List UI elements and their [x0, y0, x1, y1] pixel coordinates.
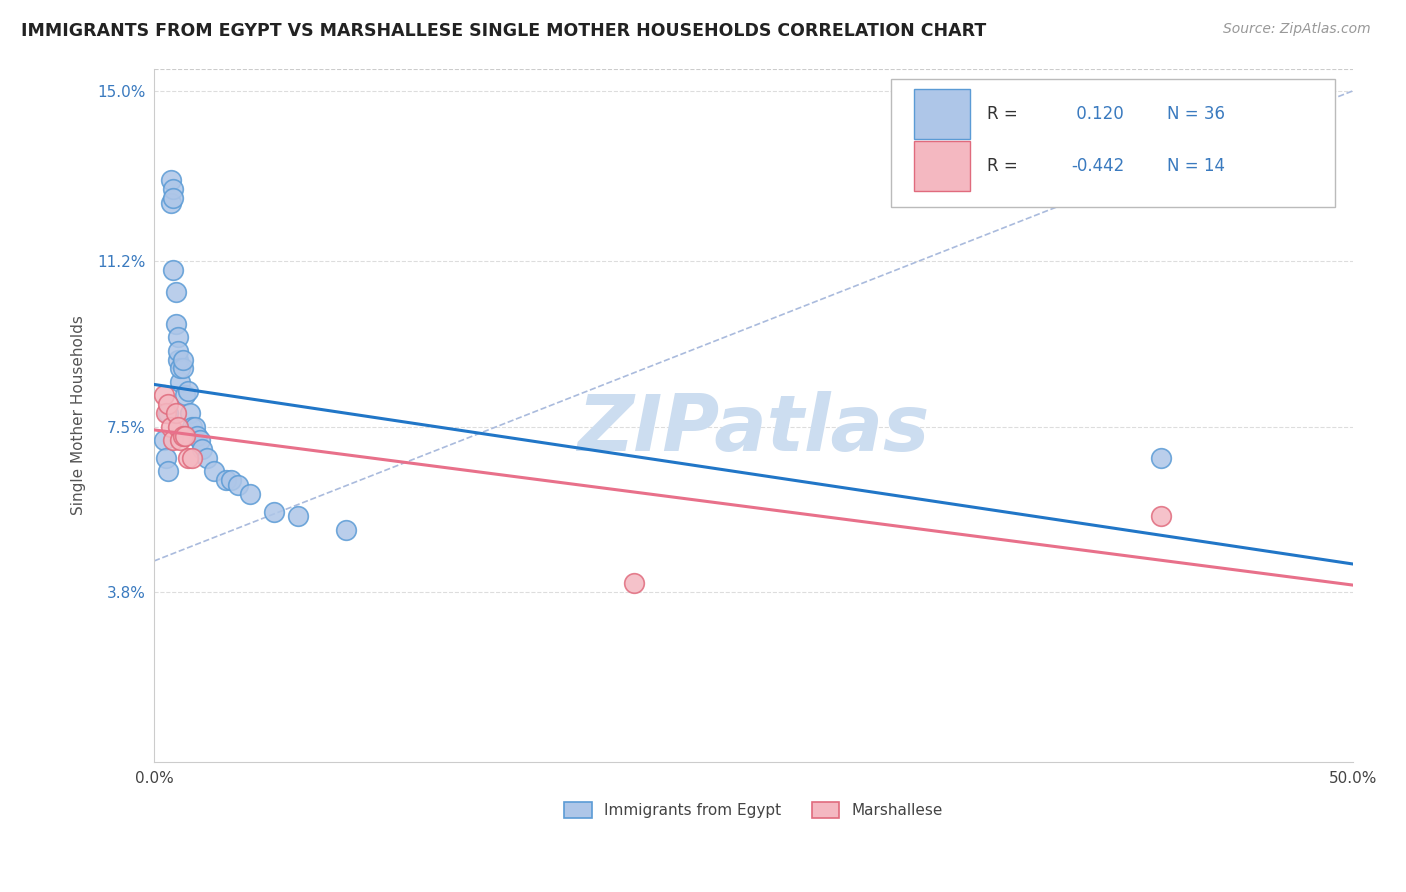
Point [167, 343, 190, 358]
Point [165, 285, 187, 300]
Text: ZIPatlas: ZIPatlas [578, 392, 929, 467]
Text: Source: ZipAtlas.com: Source: ZipAtlas.com [1223, 22, 1371, 37]
Text: IMMIGRANTS FROM EGYPT VS MARSHALLESE SINGLE MOTHER HOUSEHOLDS CORRELATION CHART: IMMIGRANTS FROM EGYPT VS MARSHALLESE SIN… [21, 22, 987, 40]
Point [176, 450, 198, 465]
Legend: Immigrants from Egypt, Marshallese: Immigrants from Egypt, Marshallese [558, 796, 949, 824]
Point [191, 442, 214, 456]
Point [167, 419, 190, 434]
Text: 0.120: 0.120 [1071, 104, 1123, 122]
Point [160, 195, 183, 210]
Point [162, 433, 184, 447]
Point [157, 465, 180, 479]
Point [162, 263, 184, 277]
Point [335, 523, 357, 537]
Point [157, 397, 180, 411]
Point [172, 352, 194, 367]
Text: R =: R = [987, 157, 1024, 175]
Point [155, 406, 177, 420]
Point [184, 419, 207, 434]
Point [1150, 509, 1173, 524]
FancyBboxPatch shape [914, 88, 970, 138]
Point [181, 450, 204, 465]
Point [239, 487, 262, 501]
Point [157, 406, 180, 420]
Point [169, 375, 191, 389]
Point [174, 388, 197, 402]
Point [219, 474, 242, 488]
Point [287, 509, 309, 524]
Point [202, 465, 225, 479]
Point [215, 474, 238, 488]
Point [172, 361, 194, 376]
Point [263, 505, 285, 519]
Text: N = 14: N = 14 [1167, 157, 1225, 175]
Point [160, 173, 183, 187]
Text: R =: R = [987, 104, 1024, 122]
Point [162, 182, 184, 196]
Point [155, 450, 177, 465]
Point [169, 433, 191, 447]
Point [152, 433, 174, 447]
FancyBboxPatch shape [914, 141, 970, 191]
Point [152, 388, 174, 402]
Text: N = 36: N = 36 [1167, 104, 1225, 122]
Point [181, 419, 204, 434]
Point [165, 317, 187, 331]
Point [176, 384, 198, 398]
Point [167, 352, 190, 367]
Point [172, 428, 194, 442]
Point [186, 428, 208, 442]
Point [623, 576, 645, 591]
Point [174, 428, 197, 442]
Point [1150, 450, 1173, 465]
Text: -0.442: -0.442 [1071, 157, 1125, 175]
Point [167, 330, 190, 344]
Y-axis label: Single Mother Households: Single Mother Households [72, 316, 86, 516]
Point [188, 433, 211, 447]
Point [160, 419, 183, 434]
Point [169, 361, 191, 376]
FancyBboxPatch shape [891, 78, 1334, 207]
Point [179, 406, 201, 420]
Point [195, 450, 218, 465]
Point [165, 406, 187, 420]
Point [162, 191, 184, 205]
Point [226, 478, 249, 492]
